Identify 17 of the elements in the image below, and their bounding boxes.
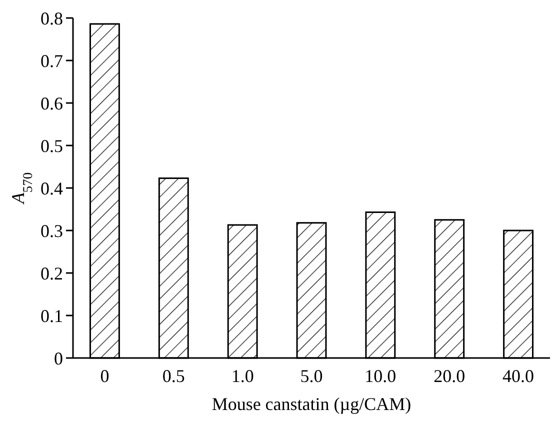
y-tick-label: 0.6 <box>40 93 63 114</box>
x-tick-label: 10.0 <box>364 366 396 386</box>
x-tick-label: 0 <box>100 366 110 386</box>
x-tick-label: 5.0 <box>300 366 323 386</box>
y-tick-label: 0.3 <box>40 220 63 241</box>
x-tick-label: 40.0 <box>502 366 534 386</box>
y-tick-label: 0.7 <box>40 50 63 71</box>
x-tick-label: 1.0 <box>231 366 254 386</box>
y-tick-label: 0.1 <box>40 306 63 326</box>
x-tick-label: 20.0 <box>434 366 466 386</box>
y-tick-label: 0.8 <box>40 8 63 28</box>
x-axis-title: Mouse canstatin (µg/CAM) <box>212 394 412 414</box>
y-tick-label: 0.2 <box>40 263 63 284</box>
y-tick-label: 0.5 <box>40 136 63 156</box>
x-tick-label: 0.5 <box>162 366 185 386</box>
y-tick-label: 0.4 <box>40 178 63 198</box>
y-tick-label: 0 <box>54 348 63 368</box>
